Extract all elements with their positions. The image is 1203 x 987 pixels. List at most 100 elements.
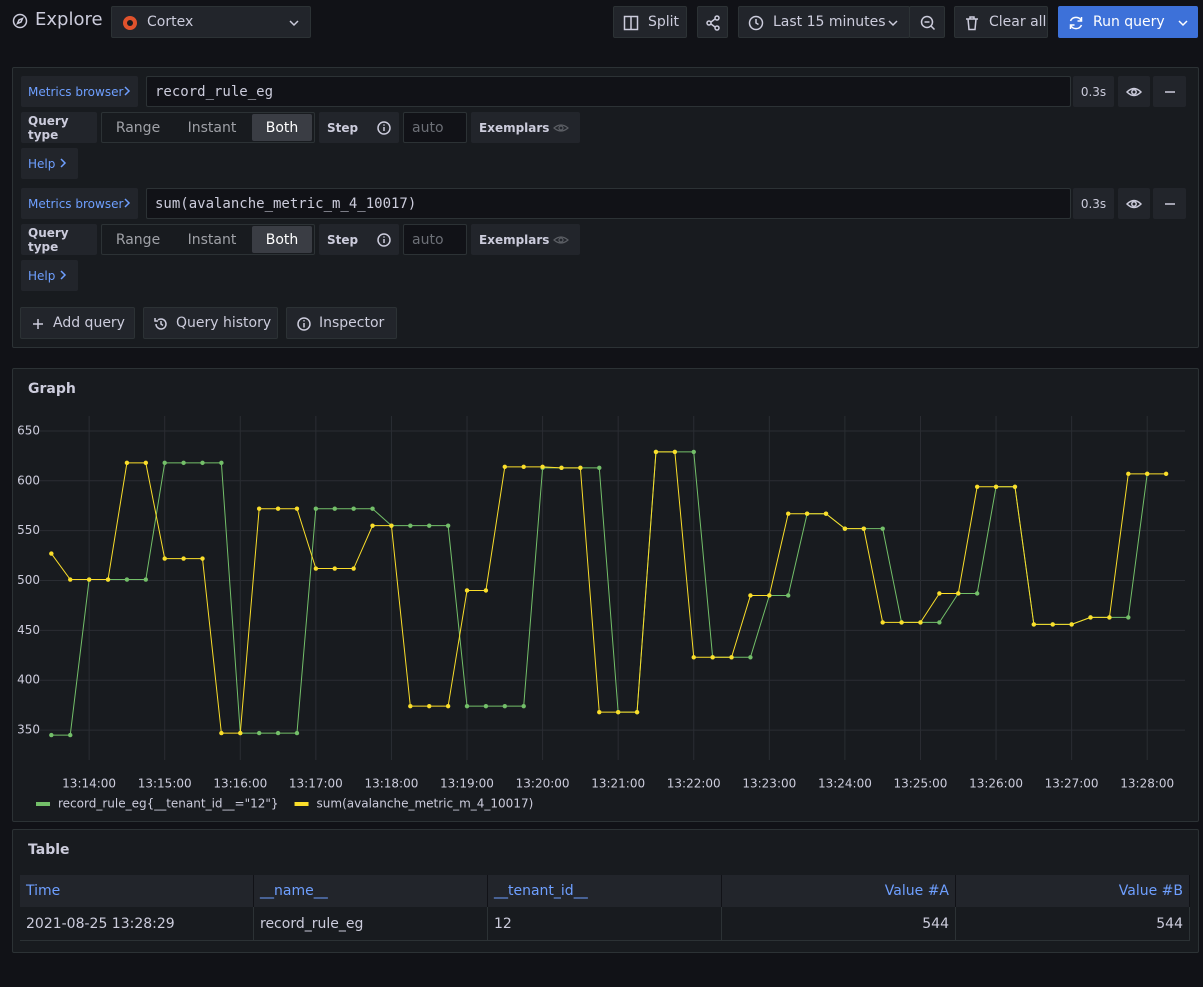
data-point bbox=[86, 577, 92, 582]
action-label: Inspector bbox=[319, 315, 385, 331]
query-duration: 0.3s bbox=[1073, 76, 1114, 107]
x-tick-label: 13:18:00 bbox=[364, 777, 418, 791]
data-point bbox=[634, 709, 640, 715]
clock-icon bbox=[748, 15, 764, 31]
split-button[interactable]: Split bbox=[613, 6, 687, 38]
data-point bbox=[748, 655, 753, 660]
y-tick-label: 600 bbox=[17, 473, 40, 487]
query-type-option[interactable]: Instant bbox=[187, 231, 237, 248]
data-point bbox=[427, 523, 432, 528]
remove-query-button[interactable] bbox=[1153, 76, 1186, 107]
step-input[interactable]: auto bbox=[403, 112, 467, 143]
datasource-icon bbox=[123, 16, 137, 30]
minus-icon bbox=[1165, 91, 1175, 93]
data-point bbox=[956, 591, 961, 596]
help-button[interactable]: Help bbox=[21, 260, 78, 291]
data-point bbox=[691, 655, 696, 660]
data-point bbox=[521, 464, 526, 470]
data-point bbox=[68, 732, 73, 738]
data-point bbox=[502, 703, 508, 709]
query-input[interactable]: sum(avalanche_metric_m_4_10017) bbox=[146, 188, 1071, 219]
query-input[interactable]: record_rule_eg bbox=[146, 76, 1071, 107]
data-point bbox=[899, 620, 904, 625]
share-button[interactable] bbox=[697, 6, 728, 38]
time-picker[interactable]: Last 15 minutes bbox=[738, 6, 910, 38]
query-type-option[interactable]: Range bbox=[115, 119, 161, 136]
exemplars-toggle[interactable]: Exemplars bbox=[471, 224, 580, 255]
legend-label: record_rule_eg{__tenant_id__="12"} bbox=[58, 797, 279, 811]
data-point bbox=[823, 511, 829, 516]
data-point bbox=[748, 593, 753, 598]
help-label: Help bbox=[28, 268, 56, 283]
toggle-query-button[interactable] bbox=[1118, 76, 1150, 107]
metrics-browser-button[interactable]: Metrics browser bbox=[21, 188, 138, 219]
query-type-option[interactable]: Instant bbox=[187, 119, 237, 136]
query-type-option[interactable]: Both bbox=[252, 226, 312, 253]
data-point bbox=[275, 506, 281, 511]
action-button[interactable]: Query history bbox=[143, 307, 278, 339]
y-tick-label: 650 bbox=[17, 423, 40, 437]
data-point bbox=[313, 566, 319, 571]
exemplars-toggle[interactable]: Exemplars bbox=[471, 112, 580, 143]
clear-all-button[interactable]: Clear all bbox=[954, 6, 1048, 38]
data-point bbox=[200, 556, 205, 561]
chevron bbox=[124, 198, 131, 208]
chevron bbox=[60, 270, 67, 280]
step-label: Step bbox=[319, 112, 399, 143]
datasource-picker[interactable]: Cortex bbox=[111, 6, 311, 38]
data-point bbox=[1069, 622, 1074, 627]
y-tick-label: 450 bbox=[17, 623, 40, 637]
y-tick-label: 500 bbox=[17, 573, 40, 587]
action-button[interactable]: Inspector bbox=[286, 307, 397, 339]
legend-swatch bbox=[294, 802, 309, 806]
series-line bbox=[50, 451, 1167, 734]
x-tick-label: 13:23:00 bbox=[742, 777, 796, 791]
chart: 350 400 450 500 550 600 650 13:14:00 13:15:00 13:… bbox=[17, 416, 1185, 811]
data-point bbox=[1012, 484, 1018, 489]
action-label: Query history bbox=[176, 315, 272, 331]
data-point bbox=[427, 703, 432, 709]
action-icon bbox=[154, 318, 167, 330]
data-point bbox=[937, 620, 942, 625]
metrics-browser-label: Metrics browser bbox=[28, 196, 124, 211]
data-point bbox=[68, 577, 73, 582]
info-icon bbox=[377, 233, 391, 247]
run-query-button[interactable]: Run query bbox=[1058, 6, 1198, 38]
data-point bbox=[578, 465, 583, 471]
query-type-option[interactable]: Range bbox=[115, 231, 161, 248]
data-point bbox=[49, 551, 54, 556]
table-cell: 2021-08-25 13:28:29 bbox=[20, 907, 254, 941]
table-cell: 12 bbox=[488, 907, 722, 941]
remove-query-button[interactable] bbox=[1153, 188, 1186, 219]
data-point bbox=[1163, 471, 1169, 477]
y-tick-label: 350 bbox=[17, 723, 40, 737]
data-point bbox=[937, 591, 942, 596]
legend-swatch bbox=[36, 802, 50, 806]
data-point bbox=[162, 556, 167, 561]
data-point bbox=[313, 506, 319, 511]
table-header-cell: Time bbox=[20, 875, 254, 907]
explore-icon bbox=[12, 13, 28, 29]
zoom-out-button[interactable] bbox=[909, 6, 945, 38]
data-point bbox=[974, 484, 980, 489]
chevron bbox=[289, 20, 299, 27]
data-point bbox=[804, 511, 810, 516]
x-tick-label: 13:25:00 bbox=[894, 777, 948, 791]
data-point bbox=[767, 593, 772, 598]
action-button[interactable]: Add query bbox=[20, 307, 135, 339]
chevron bbox=[124, 86, 131, 96]
table-header-cell: Value #A bbox=[722, 875, 956, 907]
data-point bbox=[1126, 471, 1131, 477]
data-point bbox=[880, 526, 885, 531]
toggle-query-button[interactable] bbox=[1118, 188, 1150, 219]
data-point bbox=[389, 523, 394, 528]
step-input[interactable]: auto bbox=[403, 224, 467, 255]
datasource-name: Cortex bbox=[147, 14, 194, 30]
query-type-option[interactable]: Both bbox=[252, 114, 312, 141]
y-tick-label: 400 bbox=[17, 673, 40, 687]
help-button[interactable]: Help bbox=[21, 148, 78, 179]
data-point bbox=[1107, 615, 1112, 620]
metrics-browser-button[interactable]: Metrics browser bbox=[21, 76, 138, 107]
data-point bbox=[162, 460, 167, 466]
data-point bbox=[294, 730, 300, 736]
